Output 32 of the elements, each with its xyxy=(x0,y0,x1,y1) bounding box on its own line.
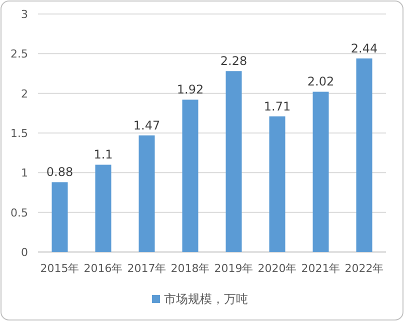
y-tick-label: 0 xyxy=(21,246,28,259)
y-tick-label: 2.5 xyxy=(10,48,28,61)
data-label: 2.02 xyxy=(307,74,334,89)
bar xyxy=(356,58,372,252)
data-label: 1.47 xyxy=(133,118,160,132)
legend-label: 市场规模，万吨 xyxy=(164,292,248,306)
y-tick-label: 2 xyxy=(21,87,28,100)
x-tick-label: 2018年 xyxy=(170,262,210,275)
x-tick-label: 2017年 xyxy=(127,262,166,275)
data-label: 2.44 xyxy=(350,41,378,56)
x-tick-label: 2020年 xyxy=(258,262,297,275)
y-tick-label: 0.5 xyxy=(10,206,28,220)
x-tick-label: 2022年 xyxy=(344,262,384,275)
data-label: 1.92 xyxy=(176,82,204,97)
data-label: 1.71 xyxy=(264,99,291,114)
data-label: 1.1 xyxy=(94,148,113,162)
x-tick-label: 2015年 xyxy=(40,262,80,275)
x-tick-label: 2016年 xyxy=(84,262,123,275)
bar xyxy=(269,116,286,252)
bar xyxy=(95,164,112,252)
bar xyxy=(52,182,68,252)
x-tick-label: 2021年 xyxy=(301,262,340,275)
bar xyxy=(226,71,242,252)
x-tick-label: 2019年 xyxy=(214,262,254,275)
bar xyxy=(182,100,198,252)
y-tick-label: 1.5 xyxy=(10,127,28,140)
y-tick-label: 3 xyxy=(21,8,28,21)
y-tick-label: 1 xyxy=(21,166,28,180)
data-label: 0.88 xyxy=(46,165,74,180)
bar xyxy=(138,135,155,252)
data-label: 2.28 xyxy=(220,54,248,68)
bar xyxy=(312,92,329,252)
